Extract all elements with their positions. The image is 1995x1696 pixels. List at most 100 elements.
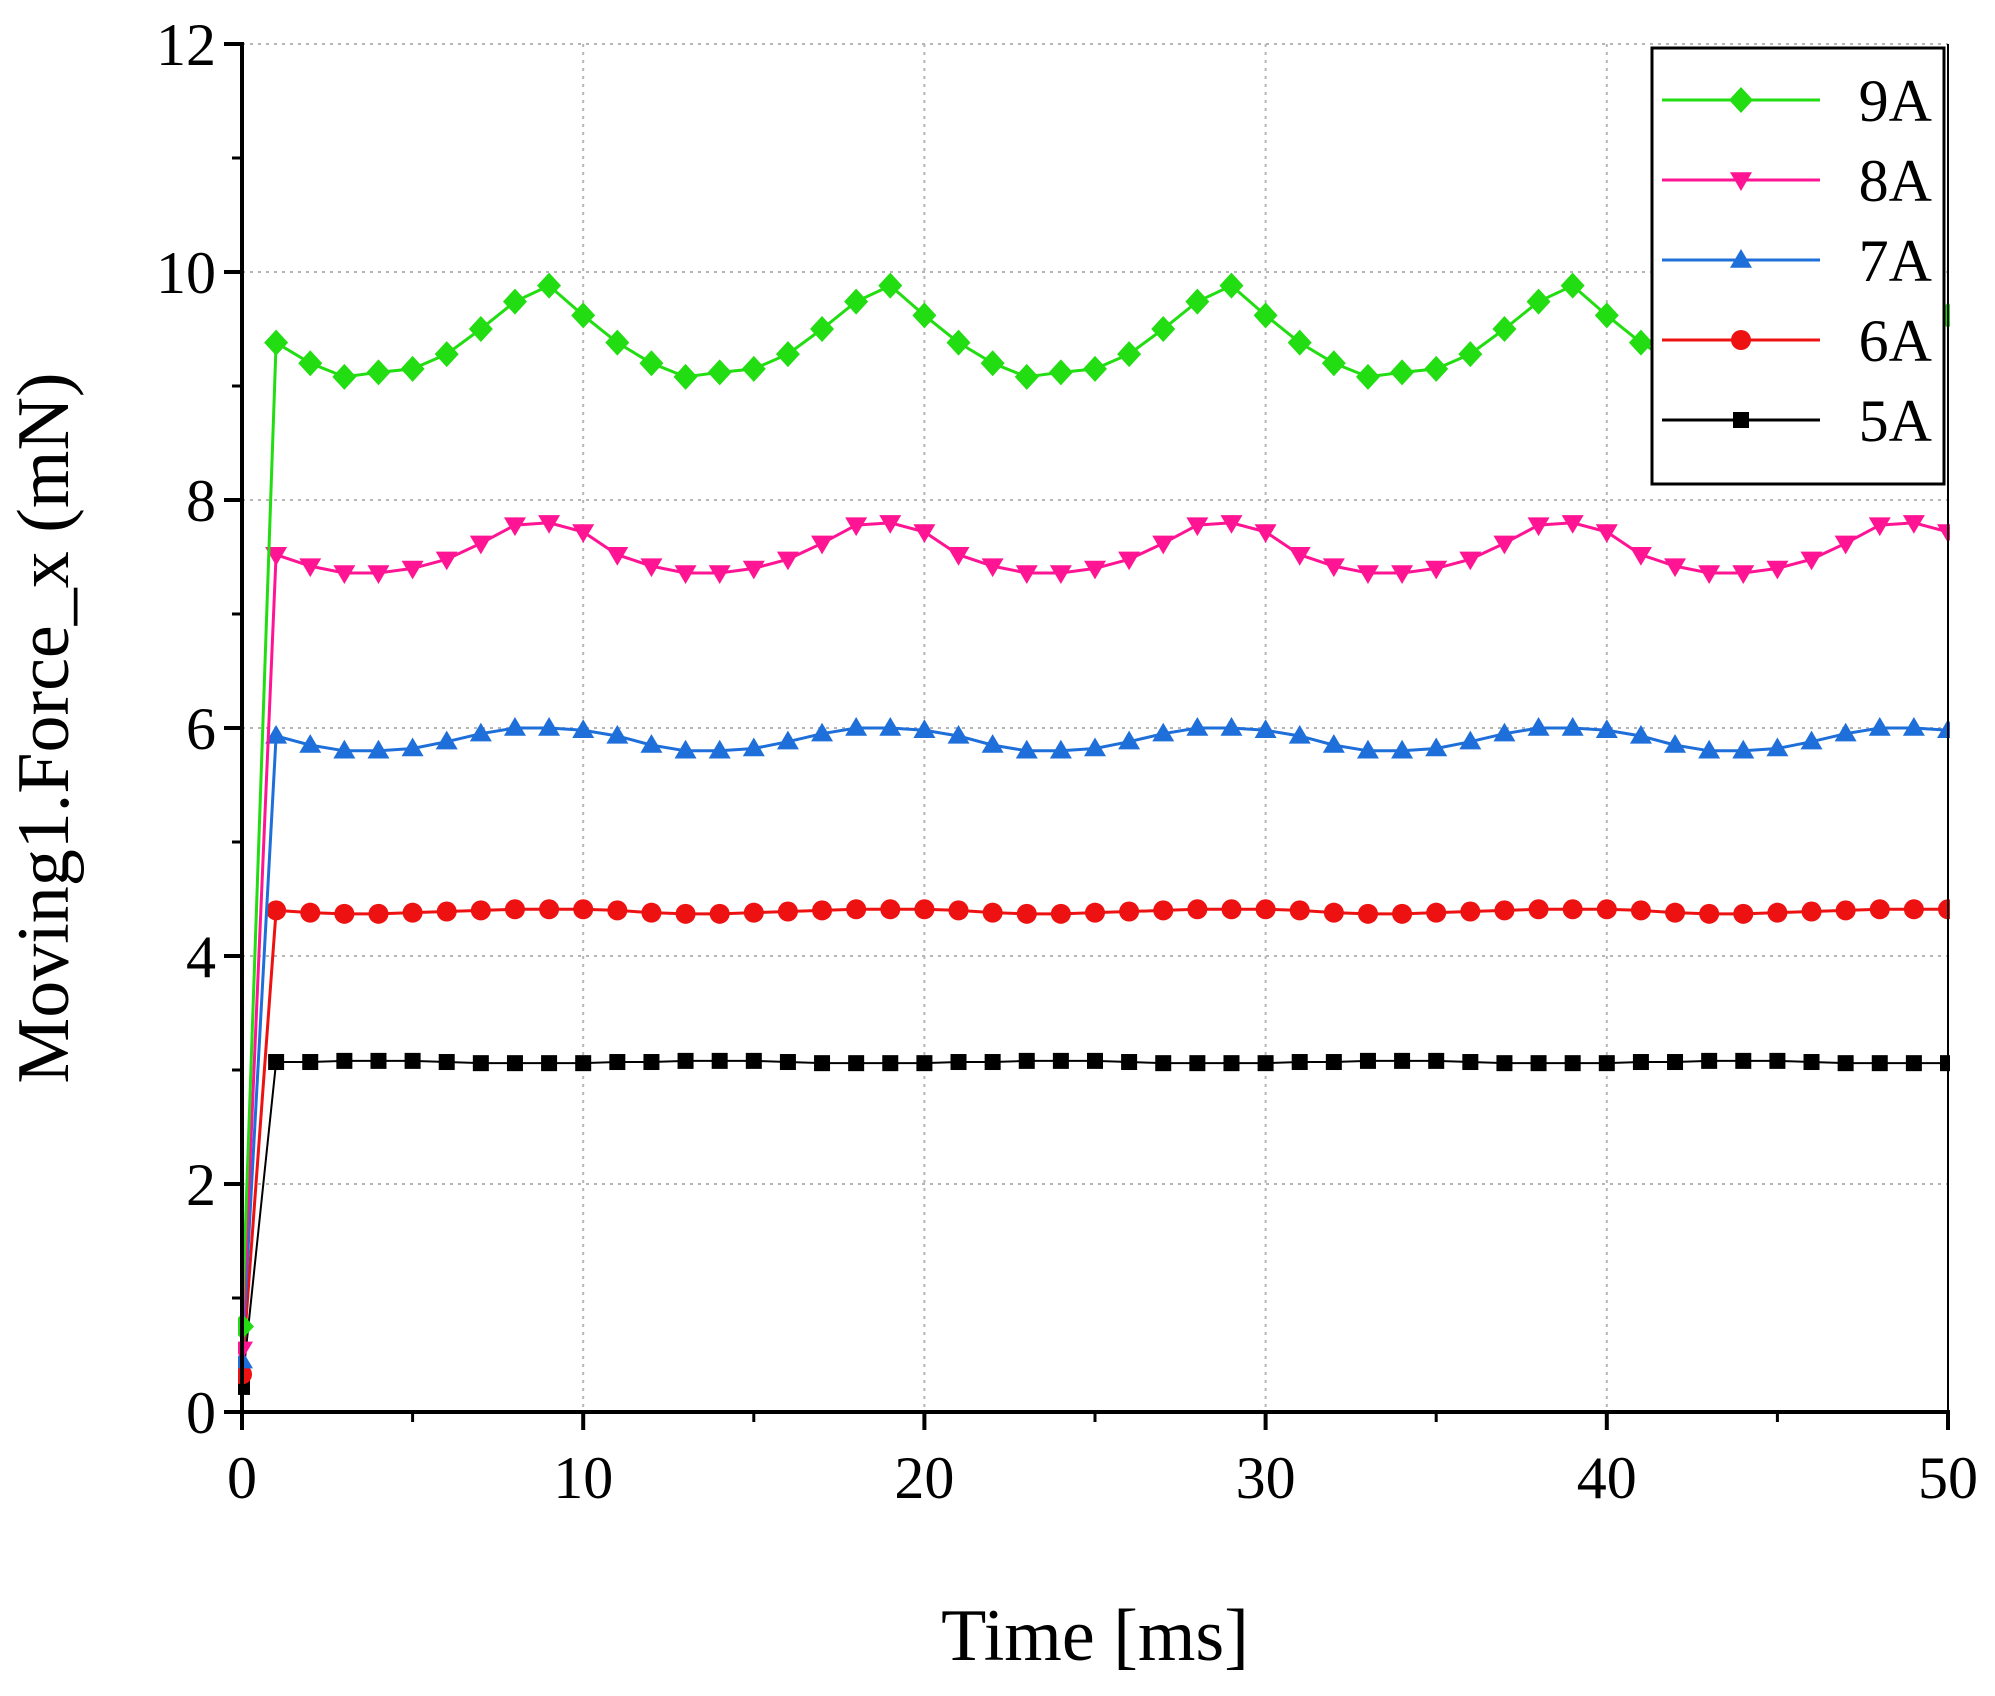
data-point — [983, 903, 1003, 923]
data-point — [1869, 517, 1891, 536]
data-point — [1528, 717, 1550, 736]
data-point — [1596, 524, 1618, 543]
y-tick-label: 0 — [186, 1380, 216, 1446]
data-point — [879, 717, 901, 736]
data-point — [1531, 1055, 1547, 1071]
data-point — [1906, 1055, 1922, 1071]
data-point — [643, 1054, 659, 1070]
data-point — [1394, 1053, 1410, 1069]
data-point — [916, 1055, 932, 1071]
data-point — [780, 1054, 796, 1070]
series-line — [242, 523, 1948, 1350]
data-point — [1292, 1054, 1308, 1070]
data-point — [334, 904, 354, 924]
legend-label: 8A — [1859, 148, 1932, 214]
data-point — [746, 1053, 762, 1069]
data-point — [1804, 1054, 1820, 1070]
legend: 9A8A7A6A5A — [1652, 48, 1944, 484]
data-point — [710, 904, 730, 924]
data-point — [1565, 1055, 1581, 1071]
data-point — [332, 364, 356, 390]
data-point — [1087, 1053, 1103, 1069]
data-point — [812, 900, 832, 920]
data-point — [1119, 902, 1139, 922]
data-point — [985, 1054, 1001, 1070]
data-point — [708, 359, 732, 385]
data-point — [1732, 565, 1754, 584]
data-point — [951, 1054, 967, 1070]
data-point — [1290, 900, 1310, 920]
data-point — [539, 899, 559, 919]
data-point — [1017, 904, 1037, 924]
data-point — [1050, 565, 1072, 584]
series-line — [242, 909, 1948, 1374]
data-point — [470, 536, 492, 555]
data-point — [811, 536, 833, 555]
data-point — [846, 899, 866, 919]
x-tick-label: 40 — [1577, 1445, 1637, 1511]
data-point — [367, 565, 389, 584]
data-point — [709, 565, 731, 584]
data-point — [947, 330, 971, 356]
data-point — [504, 717, 526, 736]
legend-marker — [1733, 412, 1749, 428]
data-point — [1288, 330, 1312, 356]
data-point — [298, 350, 322, 376]
data-point — [266, 900, 286, 920]
data-point — [674, 364, 698, 390]
data-point — [1428, 1053, 1444, 1069]
data-point — [471, 900, 491, 920]
data-point — [403, 903, 423, 923]
data-point — [302, 1054, 318, 1070]
y-tick-label: 10 — [156, 240, 216, 306]
data-point — [845, 717, 867, 736]
data-point — [439, 1054, 455, 1070]
data-point — [914, 899, 934, 919]
data-point — [1767, 903, 1787, 923]
data-point — [370, 1053, 386, 1069]
data-point — [1186, 717, 1208, 736]
data-point — [1155, 1055, 1171, 1071]
data-point — [1322, 350, 1346, 376]
data-point — [1255, 524, 1277, 543]
y-tick-label: 4 — [186, 924, 216, 990]
data-point — [1360, 1053, 1376, 1069]
data-point — [1121, 1054, 1137, 1070]
data-point — [1903, 717, 1925, 736]
data-point — [1223, 1055, 1239, 1071]
y-axis-title: Moving1.Force_x (mN) — [3, 372, 85, 1083]
data-point — [1494, 900, 1514, 920]
data-point — [401, 356, 425, 382]
data-point — [1563, 899, 1583, 919]
data-point — [1189, 1055, 1205, 1071]
data-point — [1117, 341, 1141, 367]
data-point — [1256, 899, 1276, 919]
data-point — [1527, 289, 1551, 315]
data-point — [1187, 899, 1207, 919]
data-point — [1631, 900, 1651, 920]
data-point — [913, 524, 935, 543]
data-point — [1220, 717, 1242, 736]
x-axis-title: Time [ms] — [941, 1595, 1249, 1677]
data-point — [744, 903, 764, 923]
data-point — [1835, 536, 1857, 555]
data-point — [541, 1055, 557, 1071]
data-point — [1872, 1055, 1888, 1071]
data-point — [1019, 1053, 1035, 1069]
y-tick-label: 6 — [186, 696, 216, 762]
legend-label: 6A — [1859, 308, 1932, 374]
x-tick-label: 0 — [227, 1445, 257, 1511]
data-point — [1049, 359, 1073, 385]
data-point — [572, 524, 594, 543]
y-tick-label: 8 — [186, 468, 216, 534]
data-point — [1836, 900, 1856, 920]
data-point — [268, 1054, 284, 1070]
data-point — [264, 330, 288, 356]
data-point — [1599, 1055, 1615, 1071]
data-point — [473, 1055, 489, 1071]
data-point — [507, 1055, 523, 1071]
data-point — [1562, 717, 1584, 736]
data-point — [1185, 289, 1209, 315]
data-point — [1426, 903, 1446, 923]
data-point — [880, 899, 900, 919]
